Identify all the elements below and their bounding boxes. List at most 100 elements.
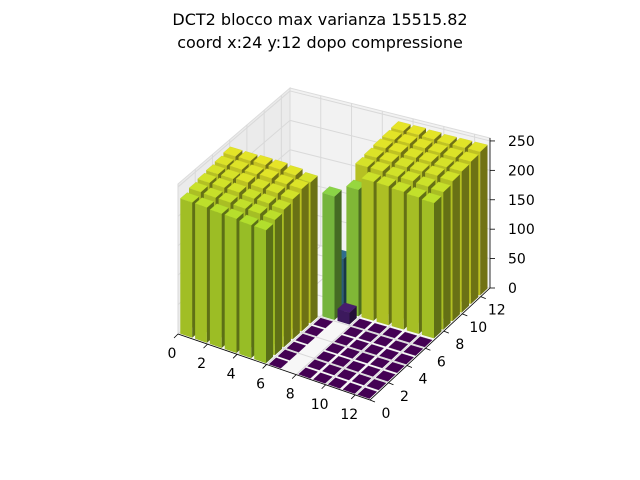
bar [352, 318, 373, 330]
bar [295, 333, 316, 345]
bar-top-face [382, 327, 403, 339]
bar [394, 353, 414, 365]
y-axis-line [369, 287, 491, 401]
bar-top-face [180, 192, 200, 203]
bar-top-face [384, 362, 405, 373]
bar-front-face [346, 186, 359, 317]
bar-top-face [212, 177, 232, 188]
bar [412, 336, 433, 348]
bar-top-face [406, 187, 427, 198]
bar-top-face [412, 336, 433, 348]
bar-top-face [360, 365, 381, 377]
chart-title-line-2: coord x:24 y:12 dopo compressione [177, 33, 463, 52]
bar-top-face [262, 209, 283, 221]
bar-top-face [436, 134, 458, 145]
bar-front-face [254, 226, 266, 364]
bar-front-face [209, 209, 222, 348]
bar [397, 331, 418, 343]
bar-top-face [424, 165, 445, 176]
bar-top-face [351, 374, 372, 386]
bar [277, 349, 298, 361]
x-tick [321, 384, 326, 390]
z-tick-label: 150 [508, 193, 535, 209]
bar-top-face [268, 159, 288, 170]
bar [375, 370, 396, 382]
bar-top-face [239, 214, 259, 226]
bar [325, 343, 345, 354]
bar-top-face [227, 182, 247, 193]
x-tick-label: 6 [256, 376, 265, 392]
bar-top-face [286, 341, 307, 353]
bar-top-face [400, 170, 421, 182]
bar-top-face [298, 367, 318, 379]
bar-top-face [327, 377, 348, 389]
bar-side-face [266, 223, 274, 364]
bar-top-face [379, 151, 400, 163]
bar [304, 325, 324, 337]
z-tick-label: 100 [508, 222, 535, 238]
x-tick-label: 12 [340, 407, 358, 423]
bar [340, 347, 360, 359]
y-tick-label: 6 [437, 354, 446, 370]
bar-top-face [388, 142, 409, 153]
bar [316, 351, 336, 363]
bar-top-face [277, 349, 298, 361]
bar-top-face [412, 138, 433, 149]
bar [337, 302, 358, 325]
bar-top-face [375, 370, 396, 382]
bar-front-face [195, 203, 207, 343]
y-tick-label: 12 [488, 303, 506, 319]
x-tick [291, 374, 297, 379]
bar-top-face [313, 317, 334, 329]
bar-top-face [458, 151, 479, 162]
bar-top-face [336, 369, 357, 381]
bar [313, 372, 333, 384]
bar-top-face [406, 125, 427, 136]
bar-top-face [421, 192, 442, 204]
bar-top-face [256, 193, 277, 204]
bar-top-face [268, 357, 289, 369]
bar-top-face [250, 178, 271, 189]
bar-top-face [357, 387, 378, 399]
bar-top-face [224, 208, 244, 220]
bar [342, 382, 363, 394]
bar [349, 339, 369, 351]
bar-top-face [233, 198, 253, 209]
bar-top-face [363, 147, 385, 158]
bar [343, 326, 364, 338]
y-tick [443, 330, 449, 334]
y-tick [388, 382, 394, 386]
bar-side-face [470, 154, 479, 304]
bar-front-face [376, 182, 389, 326]
bar-top-face [271, 199, 292, 210]
x-tick [203, 343, 208, 349]
bar-side-face [461, 164, 470, 313]
bar [355, 352, 375, 364]
bar-top-face [188, 182, 208, 193]
bar-top-face [274, 174, 295, 185]
bar-top-face [397, 331, 418, 343]
x-tick-label: 10 [311, 397, 329, 413]
x-tick [262, 364, 267, 369]
bar-top-face [343, 326, 364, 338]
bar-top-face [439, 170, 461, 182]
bar [370, 357, 390, 369]
bar [351, 374, 372, 386]
bar [322, 364, 342, 376]
bar-top-face [325, 343, 345, 354]
bar [336, 369, 357, 381]
bar-top-face [373, 335, 394, 347]
y-tick [462, 313, 468, 317]
bar-top-face [218, 192, 238, 203]
bar-top-face [289, 178, 309, 190]
bar [334, 335, 354, 346]
bar-side-face [334, 190, 342, 320]
bar-top-face [430, 181, 451, 193]
axis-lines [177, 138, 491, 401]
grid-line [289, 90, 491, 142]
bar-top-face [304, 325, 324, 337]
bar [388, 340, 409, 352]
x-tick [350, 394, 356, 400]
bar-top-face [367, 323, 388, 334]
